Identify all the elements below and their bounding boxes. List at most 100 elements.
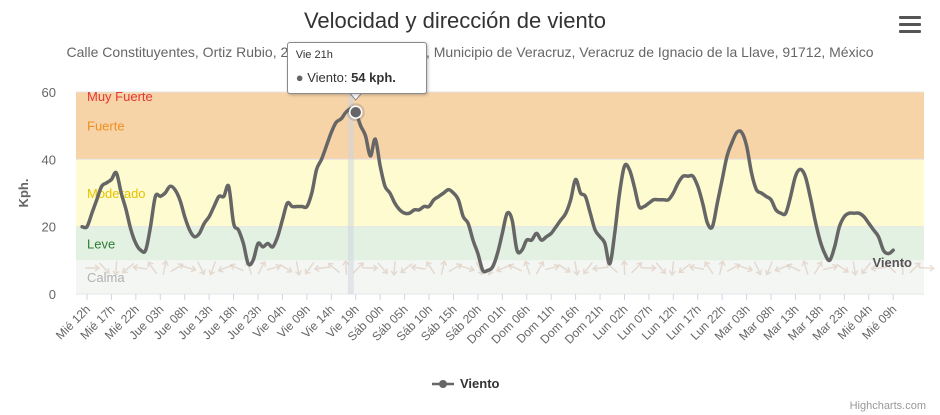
chart-subtitle: Calle Constituyentes, Ortiz Rubio, 21 DE… (66, 44, 874, 60)
wind-arrow-icon (738, 265, 754, 273)
wind-arrow-icon (557, 263, 571, 273)
y-tick-label-2: 40 (42, 152, 56, 167)
wind-arrow-icon (377, 262, 388, 275)
wind-arrow-icon (909, 262, 921, 274)
wind-arrow-icon (279, 263, 293, 273)
wind-arrow-icon (132, 263, 148, 272)
wind-arrow-icon (919, 264, 936, 272)
wind-arrow-icon (753, 261, 763, 276)
wind-arrow-icon (641, 264, 657, 272)
wind-arrow-icon (181, 265, 197, 273)
wind-arrow-icon (851, 260, 859, 277)
wind-arrow-icon (208, 261, 217, 276)
wind-arrow-icon (655, 262, 667, 275)
wind-arrow-icon (884, 262, 897, 274)
wind-arrow-icon (591, 264, 608, 272)
wind-arrow-icon (257, 260, 267, 275)
wind-arrow-icon (835, 263, 850, 273)
wind-arrow-icon (294, 260, 302, 277)
grid-layer (76, 91, 924, 295)
highlight-point[interactable] (348, 105, 363, 119)
wind-arrow-icon (266, 263, 282, 271)
tooltip-bullet-icon: ● (295, 70, 304, 85)
wind-arrow-icon (495, 264, 511, 273)
wind-arrow-icon (410, 263, 426, 272)
y-tick-label-3: 60 (42, 85, 56, 100)
wind-arrow-icon (390, 260, 398, 277)
wind-arrow-icon (98, 262, 110, 275)
chart-title: Velocidad y dirección de viento (303, 8, 607, 33)
wind-arrow-icon (773, 264, 789, 273)
y-tick-label-0: 0 (49, 287, 56, 302)
wind-arrow-icon (764, 261, 773, 276)
wind-arrow-icon (523, 260, 531, 275)
wind-direction-arrows (85, 259, 936, 277)
wind-arrow-icon (801, 260, 809, 275)
wind-arrow-icon (440, 259, 448, 275)
credits-link[interactable]: Highcharts.com (849, 400, 926, 412)
y-axis-label: Kph. (16, 179, 31, 208)
legend-label: Viento (460, 376, 500, 391)
band-label-0: Calma (87, 270, 125, 285)
legend-item-viento[interactable]: Viento (432, 376, 500, 391)
wind-arrow-icon (870, 264, 886, 272)
band-3 (76, 92, 924, 160)
wind-arrow-icon (352, 262, 364, 274)
wind-arrow-icon (726, 263, 741, 273)
series-line-0 (80, 107, 895, 274)
wind-arrow-icon (620, 259, 628, 276)
wind-arrow-icon (112, 260, 120, 277)
wind-arrow-icon (688, 263, 705, 271)
wind-arrow-icon (304, 261, 315, 275)
band-2 (76, 159, 924, 227)
wind-arrow-icon (121, 263, 135, 274)
wind-arrow-icon (813, 260, 823, 275)
wind-arrow-icon (147, 261, 158, 275)
tooltip-header: Vie 21h (295, 49, 333, 61)
band-0 (76, 260, 924, 294)
band-label-1: Leve (87, 237, 115, 252)
wind-arrow-icon (342, 259, 350, 276)
wind-arrow-icon (460, 265, 475, 273)
wind-arrow-icon (678, 263, 691, 273)
wind-arrow-icon (823, 263, 839, 271)
wind-arrow-icon (535, 260, 545, 275)
legend-line-marker-icon (432, 379, 454, 388)
hamburger-menu-icon[interactable] (898, 16, 922, 36)
y-axis-ticks: 0 20 40 60 (42, 85, 56, 302)
wind-arrow-icon (448, 263, 463, 273)
wind-arrow-icon (327, 262, 340, 274)
wind-arrow-icon (363, 264, 379, 272)
wind-arrow-icon (899, 259, 907, 276)
wind-arrow-icon (631, 262, 643, 274)
y-tick-label-1: 20 (42, 220, 56, 235)
wind-arrow-icon (718, 259, 726, 275)
wind-arrow-icon (425, 261, 436, 275)
wind-arrow-icon (217, 264, 232, 273)
wind-arrow-icon (508, 263, 523, 272)
wind-arrow-icon (861, 262, 872, 275)
tooltip-label: Viento: (307, 70, 348, 85)
wind-arrow-icon (668, 260, 677, 277)
wind-arrow-icon (704, 261, 714, 275)
wind-arrow-icon (786, 263, 801, 272)
band-label-3: Fuerte (87, 119, 125, 134)
wind-arrow-icon (544, 263, 560, 271)
wind-arrow-icon (229, 263, 244, 272)
wind-arrow-icon (161, 259, 169, 276)
tooltip-value: 54 kph. (351, 70, 396, 85)
wind-arrow-icon (313, 264, 329, 272)
tooltip: Vie 21h ● Viento: 54 kph. (286, 42, 427, 94)
wind-arrow-icon (573, 260, 581, 277)
wind-arrow-icon (197, 261, 206, 276)
series-end-label: Viento (873, 255, 913, 270)
wind-arrow-icon (170, 263, 184, 273)
wind-arrow-icon (400, 263, 413, 274)
tooltip-body: ● Viento: 54 kph. (296, 70, 396, 85)
band-label-4: Muy Fuerte (87, 89, 153, 104)
wind-arrow-icon (583, 261, 593, 275)
wind-arrow-icon (85, 264, 101, 272)
